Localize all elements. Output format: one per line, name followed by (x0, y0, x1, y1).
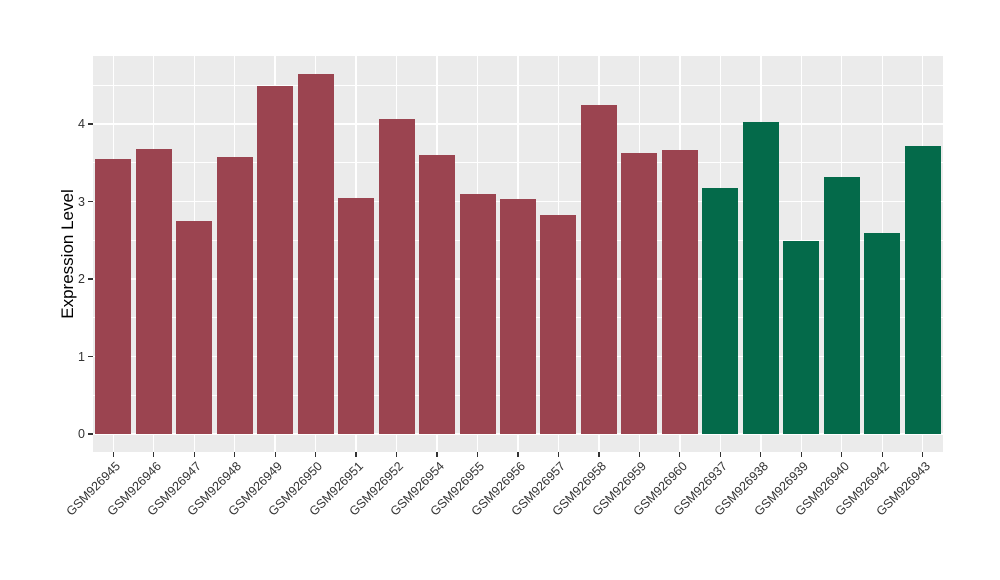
x-tick-mark (800, 452, 802, 457)
bar-GSM926940 (823, 177, 860, 434)
bar-GSM926948 (216, 157, 253, 434)
x-tick-mark (679, 452, 681, 457)
bar-GSM926951 (338, 198, 375, 434)
y-tick-mark (88, 355, 93, 358)
bar-GSM926945 (95, 158, 132, 434)
x-tick-mark (517, 452, 519, 457)
y-tick-label: 0 (78, 427, 85, 441)
bar-GSM926959 (621, 152, 658, 434)
y-tick-label: 2 (78, 272, 85, 286)
bar-GSM926938 (742, 121, 779, 434)
bar-GSM926937 (702, 187, 739, 434)
y-tick-mark (88, 278, 93, 280)
x-tick-mark (153, 452, 155, 457)
x-tick-mark (234, 452, 236, 457)
bar-GSM926946 (135, 148, 172, 434)
y-tick-mark (88, 200, 93, 203)
bar-GSM926939 (783, 241, 820, 434)
bar-GSM926958 (580, 105, 617, 434)
y-tick-mark (88, 123, 93, 125)
y-tick-mark (88, 433, 93, 435)
x-tick-mark (436, 452, 438, 457)
bar-GSM926942 (864, 233, 901, 434)
x-tick-mark (112, 452, 114, 457)
y-tick-label: 3 (78, 194, 85, 209)
bar-GSM926955 (459, 193, 496, 434)
x-tick-mark (395, 452, 398, 457)
bar-GSM926949 (257, 86, 294, 434)
x-tick-mark (355, 452, 357, 457)
bar-GSM926954 (419, 155, 456, 434)
x-tick-mark (638, 452, 641, 457)
x-tick-mark (315, 452, 317, 457)
bar-GSM926960 (661, 150, 698, 434)
x-tick-mark (557, 452, 560, 457)
plot-panel (93, 56, 943, 452)
x-tick-mark (193, 452, 195, 457)
bar-GSM926956 (500, 199, 536, 434)
bar-GSM926943 (904, 145, 941, 434)
x-tick-mark (841, 452, 843, 457)
bar-GSM926952 (378, 118, 415, 434)
x-tick-mark (274, 452, 276, 457)
y-axis-title: Expression Level (58, 189, 77, 319)
x-tick-mark (881, 452, 883, 457)
bar-GSM926957 (540, 215, 577, 434)
x-tick-mark (476, 452, 479, 457)
y-tick-label: 4 (78, 117, 85, 131)
x-tick-mark (760, 452, 762, 457)
bar-GSM926950 (297, 74, 334, 434)
x-tick-mark (598, 452, 600, 457)
x-tick-mark (719, 452, 721, 457)
y-tick-label: 1 (78, 349, 85, 364)
bar-GSM926947 (176, 220, 213, 434)
x-tick-mark (922, 452, 924, 457)
